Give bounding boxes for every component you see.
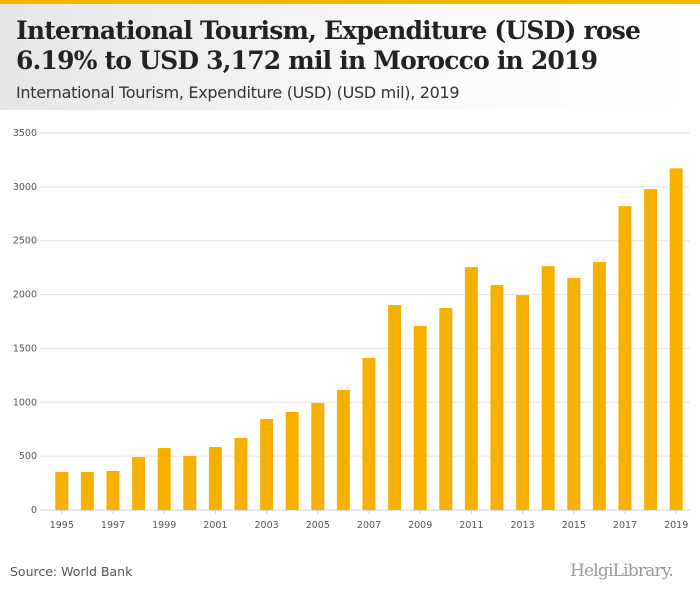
chart-subtitle: International Tourism, Expenditure (USD)… — [16, 83, 460, 102]
bar-2011 — [464, 267, 478, 510]
bar-2003 — [260, 418, 274, 510]
bar-2018 — [644, 189, 658, 510]
y-tick-label: 3500 — [13, 128, 37, 139]
bar-2006 — [336, 390, 350, 510]
header: International Tourism, Expenditure (USD)… — [0, 4, 700, 110]
helgi-library-logo[interactable]: HelgiLibrary. — [570, 561, 674, 581]
x-tick-label: 2003 — [255, 520, 279, 531]
bar-1998 — [132, 457, 146, 510]
y-tick-label: 0 — [31, 505, 37, 516]
bar-2010 — [439, 308, 453, 510]
bar-2015 — [567, 278, 581, 510]
bar-1997 — [106, 471, 120, 510]
bar-2016 — [592, 262, 606, 510]
bar-2002 — [234, 438, 248, 510]
y-tick-label: 1000 — [13, 397, 37, 408]
x-tick-label: 2011 — [459, 520, 483, 531]
source-label: Source: World Bank — [10, 564, 133, 579]
y-tick-label: 2000 — [13, 290, 37, 301]
bar-2009 — [413, 326, 427, 510]
x-tick-label: 2009 — [408, 520, 432, 531]
x-tick-label: 2013 — [511, 520, 535, 531]
logo-text: HelgiLibrary. — [570, 561, 674, 581]
page-title: International Tourism, Expenditure (USD)… — [16, 16, 641, 75]
y-tick-label: 1500 — [13, 343, 37, 354]
bar-1996 — [80, 471, 94, 510]
bar-2008 — [388, 305, 402, 510]
bar-2005 — [311, 403, 325, 510]
accent-bar — [0, 0, 700, 4]
bar-chart: 0 500 1000 1500 2000 2500 3000 3500 1995 1997 1999… — [13, 128, 690, 531]
x-tick-label: 2001 — [203, 520, 227, 531]
bar-1995 — [55, 471, 69, 510]
bar-1999 — [157, 448, 171, 510]
bar-2001 — [208, 446, 222, 510]
x-tick-label: 1999 — [152, 520, 176, 531]
x-tick-label: 2019 — [664, 520, 688, 531]
bar-2000 — [183, 456, 197, 510]
x-tick-label: 2017 — [613, 520, 637, 531]
bar-2007 — [362, 358, 376, 510]
y-tick-label: 3000 — [13, 182, 37, 193]
x-tick-label: 2015 — [562, 520, 586, 531]
x-tick-label: 1995 — [50, 520, 74, 531]
bar-2004 — [285, 411, 299, 510]
y-tick-label: 500 — [19, 451, 37, 462]
bar-2017 — [618, 206, 632, 510]
bar-2012 — [490, 285, 504, 510]
bar-2019 — [669, 168, 683, 510]
x-tick-label: 2007 — [357, 520, 381, 531]
x-tick-label: 2005 — [306, 520, 330, 531]
bar-2013 — [516, 295, 530, 510]
bar-2014 — [541, 266, 555, 510]
x-tick-label: 1997 — [101, 520, 125, 531]
y-tick-label: 2500 — [13, 236, 37, 247]
